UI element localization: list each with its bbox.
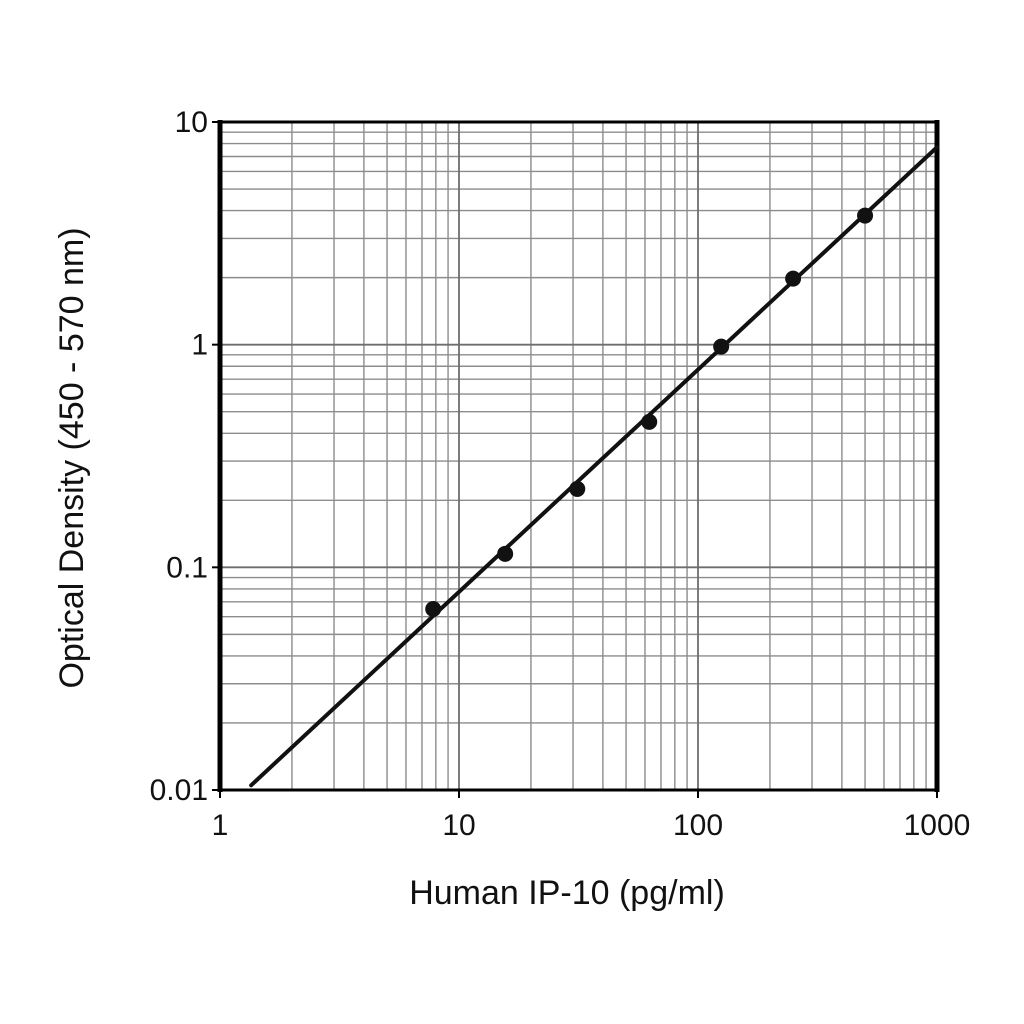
- x-tick-label: 1000: [904, 809, 971, 842]
- data-point: [569, 480, 586, 497]
- grid-layer: [219, 121, 938, 791]
- data-point: [641, 413, 658, 430]
- fit-line: [249, 145, 939, 788]
- data-point: [857, 207, 874, 224]
- y-tick-label: 10: [175, 106, 208, 139]
- fit-line-layer: [249, 145, 939, 788]
- data-point: [713, 338, 730, 355]
- y-tick-label: 0.1: [166, 551, 208, 584]
- data-point: [497, 545, 514, 562]
- x-tick-label: 100: [673, 809, 723, 842]
- y-tick-label: 0.01: [150, 774, 208, 807]
- tick-labels-layer: 1 10 100 1000 0.01 0.1 1 10: [150, 106, 971, 842]
- x-axis-title: Human IP-10 (pg/ml): [409, 874, 725, 912]
- data-point: [425, 600, 442, 617]
- x-tick-label: 1: [212, 809, 229, 842]
- y-tick-label: 1: [191, 329, 208, 362]
- y-axis-title: Optical Density (450 - 570 nm): [53, 227, 91, 688]
- plot-frame-layer: [217, 120, 940, 792]
- x-tick-label: 10: [442, 809, 475, 842]
- data-points-layer: [425, 207, 874, 617]
- data-point: [785, 270, 802, 287]
